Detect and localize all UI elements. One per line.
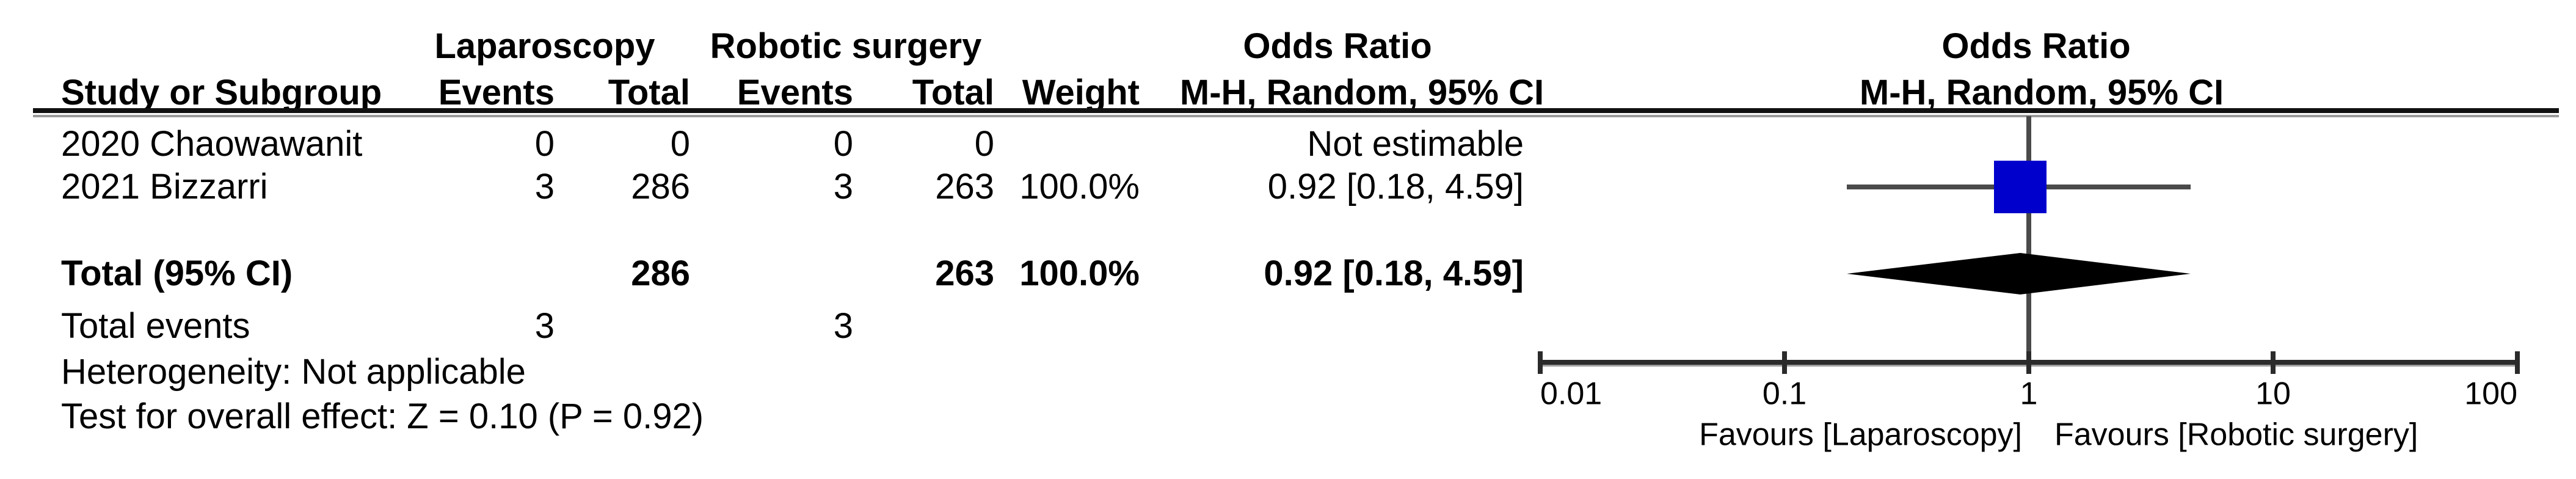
plot-effect-header-odds-ratio: Odds Ratio — [1941, 26, 2131, 67]
axis-tick-label: 0.01 — [1540, 376, 1603, 412]
total-events-lap: 3 — [534, 306, 555, 346]
lap-total-value: 286 — [631, 167, 690, 207]
rob-events-value: 0 — [833, 124, 853, 164]
table-effect-header-mh-ci: M-H, Random, 95% CI — [1179, 73, 1545, 113]
lap-events-value: 0 — [534, 124, 555, 164]
rob-events-value: 3 — [833, 167, 853, 207]
total-lap-total: 286 — [631, 254, 690, 294]
header-rule — [33, 108, 2559, 113]
plot-effect-header-mh-ci: M-H, Random, 95% CI — [1859, 73, 2224, 113]
total-or-ci: 0.92 [0.18, 4.59] — [1264, 254, 1524, 294]
heterogeneity-note: Heterogeneity: Not applicable — [61, 352, 526, 392]
axis-tick-label: 100 — [2464, 376, 2517, 412]
total-rob-total: 263 — [935, 254, 994, 294]
axis-tick — [2026, 351, 2031, 374]
total-events-label: Total events — [61, 306, 250, 346]
axis-tick — [2515, 351, 2520, 374]
axis-tick — [2271, 351, 2276, 374]
overall-effect-note: Test for overall effect: Z = 0.10 (P = 0… — [61, 397, 704, 437]
total-weight: 100.0% — [1019, 254, 1140, 294]
group-header-laparoscopy: Laparoscopy — [434, 26, 655, 67]
study-weight-square — [1994, 161, 2047, 213]
axis-tick-label: 0.1 — [1762, 376, 1807, 412]
axis-tick-label: 1 — [2020, 376, 2038, 412]
col-header-weight: Weight — [1022, 73, 1140, 113]
table-effect-header-odds-ratio: Odds Ratio — [1243, 26, 1432, 67]
col-header-lap-events: Events — [438, 73, 555, 113]
axis-tick — [1538, 351, 1543, 374]
lap-events-value: 3 — [534, 167, 555, 207]
col-header-rob-events: Events — [737, 73, 853, 113]
or-ci-value: Not estimable — [1307, 124, 1524, 164]
group-header-robotic-surgery: Robotic surgery — [710, 26, 982, 67]
weight-value: 100.0% — [1019, 167, 1140, 207]
favours-right-label: Favours [Robotic surgery] — [2054, 417, 2418, 453]
col-header-lap-total: Total — [608, 73, 690, 113]
header-rule-shadow — [33, 115, 2559, 117]
col-header-study: Study or Subgroup — [61, 73, 382, 113]
study-name: 2020 Chaowawanit — [61, 124, 363, 164]
lap-total-value: 0 — [670, 124, 690, 164]
axis-tick — [1782, 351, 1787, 374]
total-events-rob: 3 — [833, 306, 853, 346]
study-name: 2021 Bizzarri — [61, 167, 268, 207]
null-effect-line — [2026, 116, 2031, 362]
rob-total-value: 0 — [974, 124, 994, 164]
or-ci-value: 0.92 [0.18, 4.59] — [1267, 167, 1524, 207]
axis-tick-label: 10 — [2255, 376, 2291, 412]
favours-left-label: Favours [Laparoscopy] — [1699, 417, 2022, 453]
rob-total-value: 263 — [935, 167, 994, 207]
total-label: Total (95% CI) — [61, 254, 293, 294]
col-header-rob-total: Total — [912, 73, 994, 113]
